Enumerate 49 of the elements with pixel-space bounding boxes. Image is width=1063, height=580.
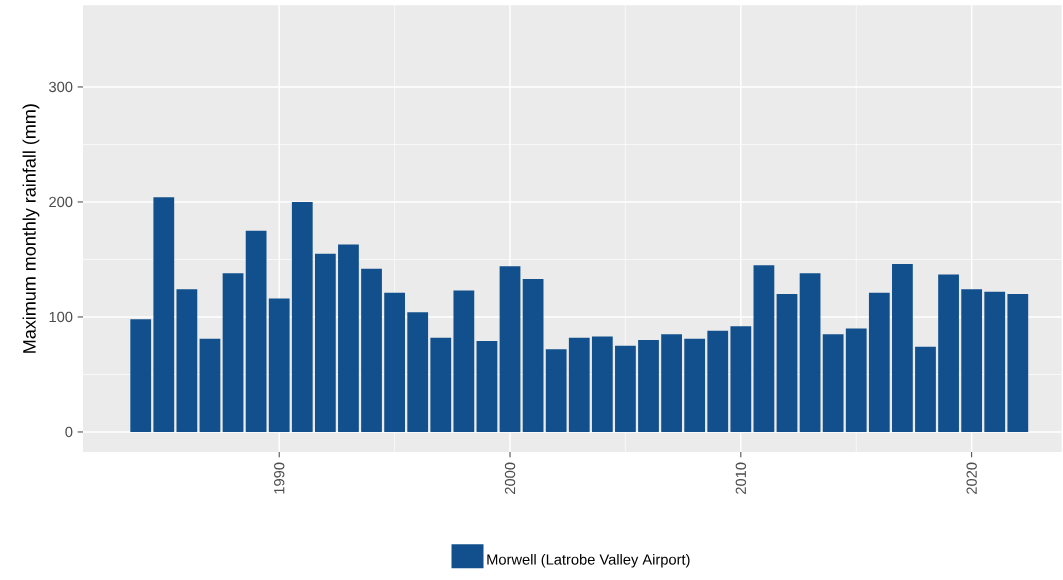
bar (499, 266, 521, 432)
bar (476, 341, 498, 432)
bar (199, 338, 221, 432)
bar (384, 292, 405, 432)
bar (892, 264, 913, 432)
bar (753, 265, 775, 432)
bar (845, 328, 867, 432)
bar (776, 293, 798, 432)
x-tick-label: 2020 (966, 462, 977, 494)
bar (868, 292, 890, 432)
bar (961, 289, 983, 432)
x-tick-label: 2000 (504, 462, 516, 494)
y-axis-title: Maximum monthly rainfall (mm) (22, 104, 40, 353)
bar (361, 268, 382, 432)
bar (1007, 293, 1029, 432)
legend-label: Morwell (Latrobe Valley Airport) (487, 553, 690, 568)
bar (176, 289, 198, 432)
y-tick-label: 100 (49, 311, 73, 323)
bar (707, 330, 729, 432)
bar (314, 253, 336, 432)
bar (984, 291, 1006, 432)
x-tick-label: 1990 (274, 462, 285, 494)
bar (153, 197, 175, 432)
bar (799, 273, 821, 432)
bar (291, 201, 313, 432)
y-tick-label: 300 (49, 81, 73, 93)
bar (730, 326, 752, 432)
bar (407, 312, 429, 432)
bar (245, 230, 267, 432)
bar (338, 244, 359, 432)
bar (522, 279, 544, 432)
bar (938, 274, 959, 432)
bar (822, 334, 844, 432)
bar (130, 319, 152, 432)
y-tick-label: 200 (49, 196, 73, 208)
bar (268, 298, 290, 432)
x-tick-label: 2010 (735, 462, 747, 494)
bar (222, 273, 244, 432)
bar (430, 337, 452, 432)
bar (545, 349, 567, 432)
bar (453, 290, 475, 432)
bar (615, 345, 636, 432)
bar (591, 336, 613, 432)
bar (684, 338, 706, 432)
bar (915, 346, 936, 432)
bar (661, 334, 682, 432)
bar (638, 339, 659, 432)
y-tick-label: 0 (65, 426, 73, 438)
bar (568, 337, 590, 432)
